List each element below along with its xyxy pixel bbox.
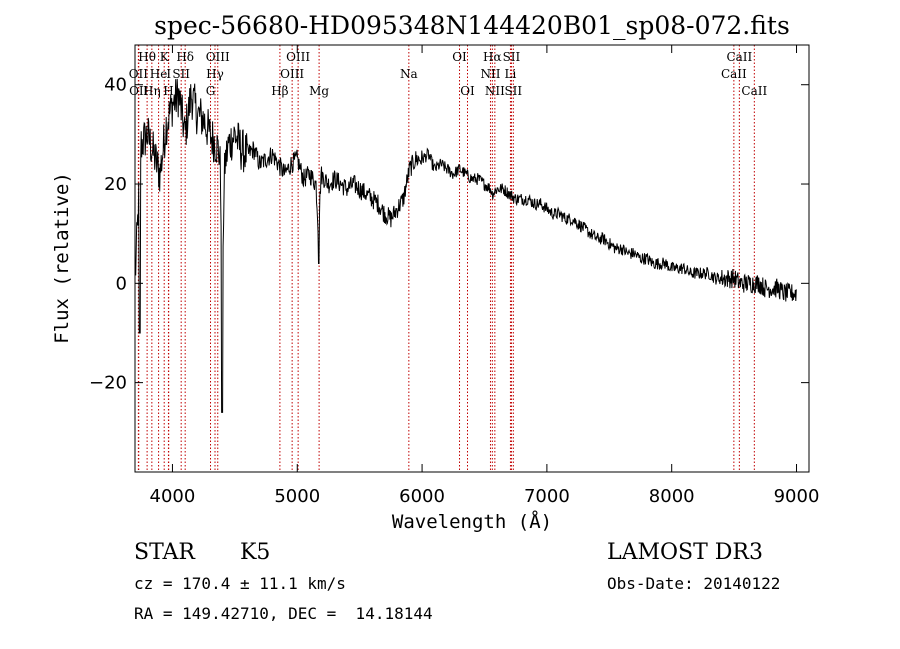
x-axis-label: Wavelength (Å) xyxy=(392,510,552,533)
line-marker-label: Li xyxy=(505,67,517,81)
line-marker-label: Na xyxy=(400,67,418,81)
redshift-velocity: cz = 170.4 ± 11.1 km/s xyxy=(134,574,346,593)
line-marker-label: OII xyxy=(129,84,149,98)
line-marker-label: OIII xyxy=(206,50,230,64)
coordinates: RA = 149.42710, DEC = 14.18144 xyxy=(134,604,433,623)
x-tick-label: 9000 xyxy=(774,486,820,507)
line-marker-label: OII xyxy=(129,67,149,81)
line-marker-label: Hδ xyxy=(176,50,194,64)
observation-date: Obs-Date: 20140122 xyxy=(607,574,781,593)
object-class: STAR xyxy=(134,540,195,565)
line-marker-label: CaII xyxy=(741,84,767,98)
spectrum-line xyxy=(134,78,797,413)
line-marker-label: Mg xyxy=(309,84,329,98)
line-marker-label: G xyxy=(206,84,216,98)
line-marker-label: NII xyxy=(485,84,505,98)
plot-frame xyxy=(134,44,810,473)
y-axis-label: Flux (relative) xyxy=(51,172,73,344)
line-marker-label: OI xyxy=(460,84,475,98)
line-marker-label: H xyxy=(163,84,173,98)
chart-title: spec-56680-HD095348N144420B01_sp08-072.f… xyxy=(154,11,790,40)
line-marker-label: I xyxy=(166,67,171,81)
line-marker-label: Hθ xyxy=(138,50,156,64)
line-marker-label: He xyxy=(150,67,168,81)
line-marker-label: Hγ xyxy=(206,67,224,81)
object-subclass: K5 xyxy=(240,540,271,565)
line-marker-labels: Hθ OII OII K He Hη IH Hδ SII OIII Hγ G Hβ OIII OIII Mg N… xyxy=(129,50,768,98)
line-marker-label: Hη xyxy=(143,84,161,98)
line-marker-label: K xyxy=(160,50,170,64)
y-tick-label: 0 xyxy=(116,273,127,294)
line-markers xyxy=(137,45,755,472)
line-marker-label: CaII xyxy=(726,50,752,64)
x-tick-label: 8000 xyxy=(649,486,695,507)
y-tick-label: 40 xyxy=(104,75,127,96)
line-marker-label: SII xyxy=(503,50,521,64)
line-marker-label: NII xyxy=(480,67,500,81)
line-marker-label: Hα xyxy=(483,50,502,64)
line-marker-label: SII xyxy=(504,84,522,98)
line-marker-label: OIII xyxy=(280,67,304,81)
line-marker-label: Hβ xyxy=(271,84,288,98)
survey-label: LAMOST DR3 xyxy=(607,540,763,565)
x-tick-label: 5000 xyxy=(274,486,320,507)
line-marker-label: SII xyxy=(172,67,190,81)
y-tick-label: 20 xyxy=(104,174,127,195)
x-axis-ticks: 4000 5000 6000 7000 8000 9000 xyxy=(150,45,820,507)
y-axis-ticks: −20 0 20 40 xyxy=(89,75,809,394)
x-tick-label: 6000 xyxy=(399,486,445,507)
line-marker-label: OI xyxy=(452,50,467,64)
line-marker-label: CaII xyxy=(721,67,747,81)
x-tick-label: 4000 xyxy=(150,486,196,507)
y-tick-label: −20 xyxy=(89,373,127,394)
line-marker-label: OIII xyxy=(286,50,310,64)
x-tick-label: 7000 xyxy=(524,486,570,507)
